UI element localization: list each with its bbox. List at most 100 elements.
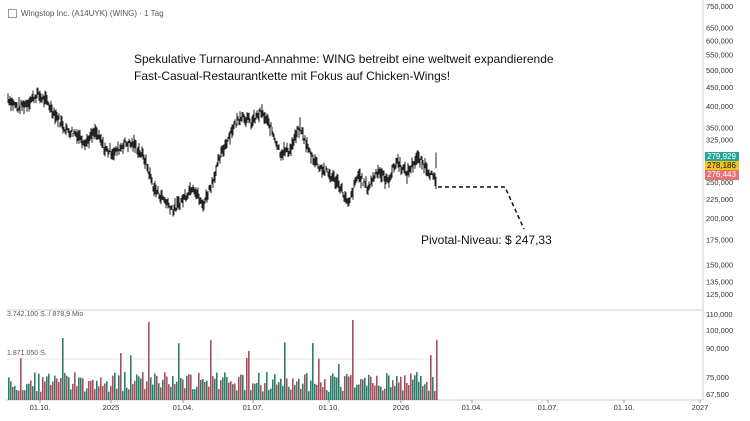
volume-bar — [260, 385, 262, 400]
volume-bar — [302, 383, 304, 400]
volume-bar — [270, 388, 272, 400]
volume-bar — [160, 387, 162, 400]
volume-bar — [52, 381, 54, 400]
volume-bar — [62, 338, 64, 400]
volume-bar — [248, 350, 250, 400]
volume-bar — [202, 378, 204, 400]
volume-bar — [398, 382, 400, 400]
volume-bar — [96, 380, 98, 400]
volume-bar — [174, 383, 176, 400]
volume-label-top: 3.742.100 S. / 878,9 Mio — [7, 311, 84, 318]
volume-bar — [226, 376, 228, 400]
volume-bar — [376, 375, 378, 400]
volume-bar — [50, 384, 52, 400]
volume-bar — [76, 386, 78, 400]
volume-bar — [296, 381, 298, 400]
volume-bar — [348, 376, 350, 400]
volume-bar — [100, 377, 102, 400]
volume-bar — [208, 386, 210, 400]
volume-bar — [74, 372, 76, 400]
volume-bar — [124, 372, 126, 400]
volume-bar — [106, 381, 108, 400]
volume-bar — [290, 389, 292, 400]
price-tick-label: 500,000 — [706, 66, 733, 75]
volume-bar — [20, 358, 22, 400]
volume-bar — [324, 379, 326, 400]
price-tick-label: 75,000 — [706, 373, 729, 382]
volume-bar — [318, 358, 320, 400]
volume-bar — [148, 322, 150, 400]
volume-bar — [278, 382, 280, 400]
volume-bar — [170, 386, 172, 400]
volume-bar — [246, 358, 248, 400]
volume-bar — [156, 375, 158, 400]
volume-bar — [242, 374, 244, 400]
volume-bar — [388, 375, 390, 400]
volume-bar — [18, 390, 20, 400]
price-tick-label: 250,000 — [706, 178, 733, 187]
volume-bar — [210, 340, 212, 400]
price-tick-label: 650,000 — [706, 24, 733, 33]
volume-bar — [104, 383, 106, 400]
price-tick-label: 125,000 — [706, 290, 733, 299]
time-tick-label: 01.07. — [538, 403, 559, 412]
volume-bar — [332, 373, 334, 400]
volume-bar — [430, 355, 432, 400]
checkbox-icon[interactable] — [8, 9, 17, 18]
volume-bar — [142, 372, 144, 400]
volume-bar — [214, 378, 216, 400]
volume-bar — [308, 391, 310, 400]
volume-bar — [182, 379, 184, 400]
volume-bar — [84, 391, 86, 400]
annotation-line-2: Fast-Casual-Restaurantkette mit Fokus au… — [134, 69, 451, 83]
volume-bar — [78, 377, 80, 400]
volume-bar — [338, 364, 340, 400]
volume-bar — [68, 377, 70, 400]
volume-bar — [28, 383, 30, 400]
volume-bar — [372, 382, 374, 400]
volume-bar — [198, 372, 200, 400]
time-tick-label: 01.10. — [614, 403, 635, 412]
volume-bar — [294, 385, 296, 400]
volume-bar — [428, 390, 430, 400]
volume-bar — [334, 376, 336, 400]
time-tick-label: 2027 — [692, 403, 709, 412]
volume-bar — [310, 380, 312, 400]
time-tick-label: 01.10. — [319, 403, 340, 412]
volume-bar — [356, 384, 358, 400]
volume-bar — [436, 340, 438, 400]
volume-bar — [382, 390, 384, 400]
price-tick-label: 350,000 — [706, 124, 733, 133]
volume-bar — [228, 382, 230, 400]
volume-bar — [10, 381, 12, 400]
volume-bar — [268, 390, 270, 400]
volume-bar — [284, 342, 286, 400]
volume-bar — [352, 320, 354, 400]
volume-bar — [102, 385, 104, 400]
last-price-tag: 278,186 — [705, 161, 739, 171]
volume-bar — [190, 374, 192, 400]
volume-bar — [46, 376, 48, 400]
volume-bar — [250, 390, 252, 400]
volume-bar — [36, 391, 38, 400]
volume-bar — [402, 390, 404, 400]
volume-bar — [220, 380, 222, 400]
price-tick-label: 135,000 — [706, 278, 733, 287]
volume-bar — [264, 383, 266, 400]
volume-bar — [386, 373, 388, 400]
time-tick-label: 2025 — [103, 403, 120, 412]
volume-bar — [252, 383, 254, 400]
volume-bar — [92, 379, 94, 400]
volume-bar — [358, 384, 360, 400]
volume-bar — [422, 386, 424, 400]
volume-bar — [122, 391, 124, 400]
volume-bar — [40, 391, 42, 400]
volume-bar — [30, 380, 32, 400]
volume-bar — [420, 375, 422, 400]
volume-bar — [342, 390, 344, 400]
price-tick-label: 150,000 — [706, 260, 733, 269]
volume-bar — [424, 384, 426, 400]
volume-bar — [234, 383, 236, 400]
volume-bar — [426, 381, 428, 400]
